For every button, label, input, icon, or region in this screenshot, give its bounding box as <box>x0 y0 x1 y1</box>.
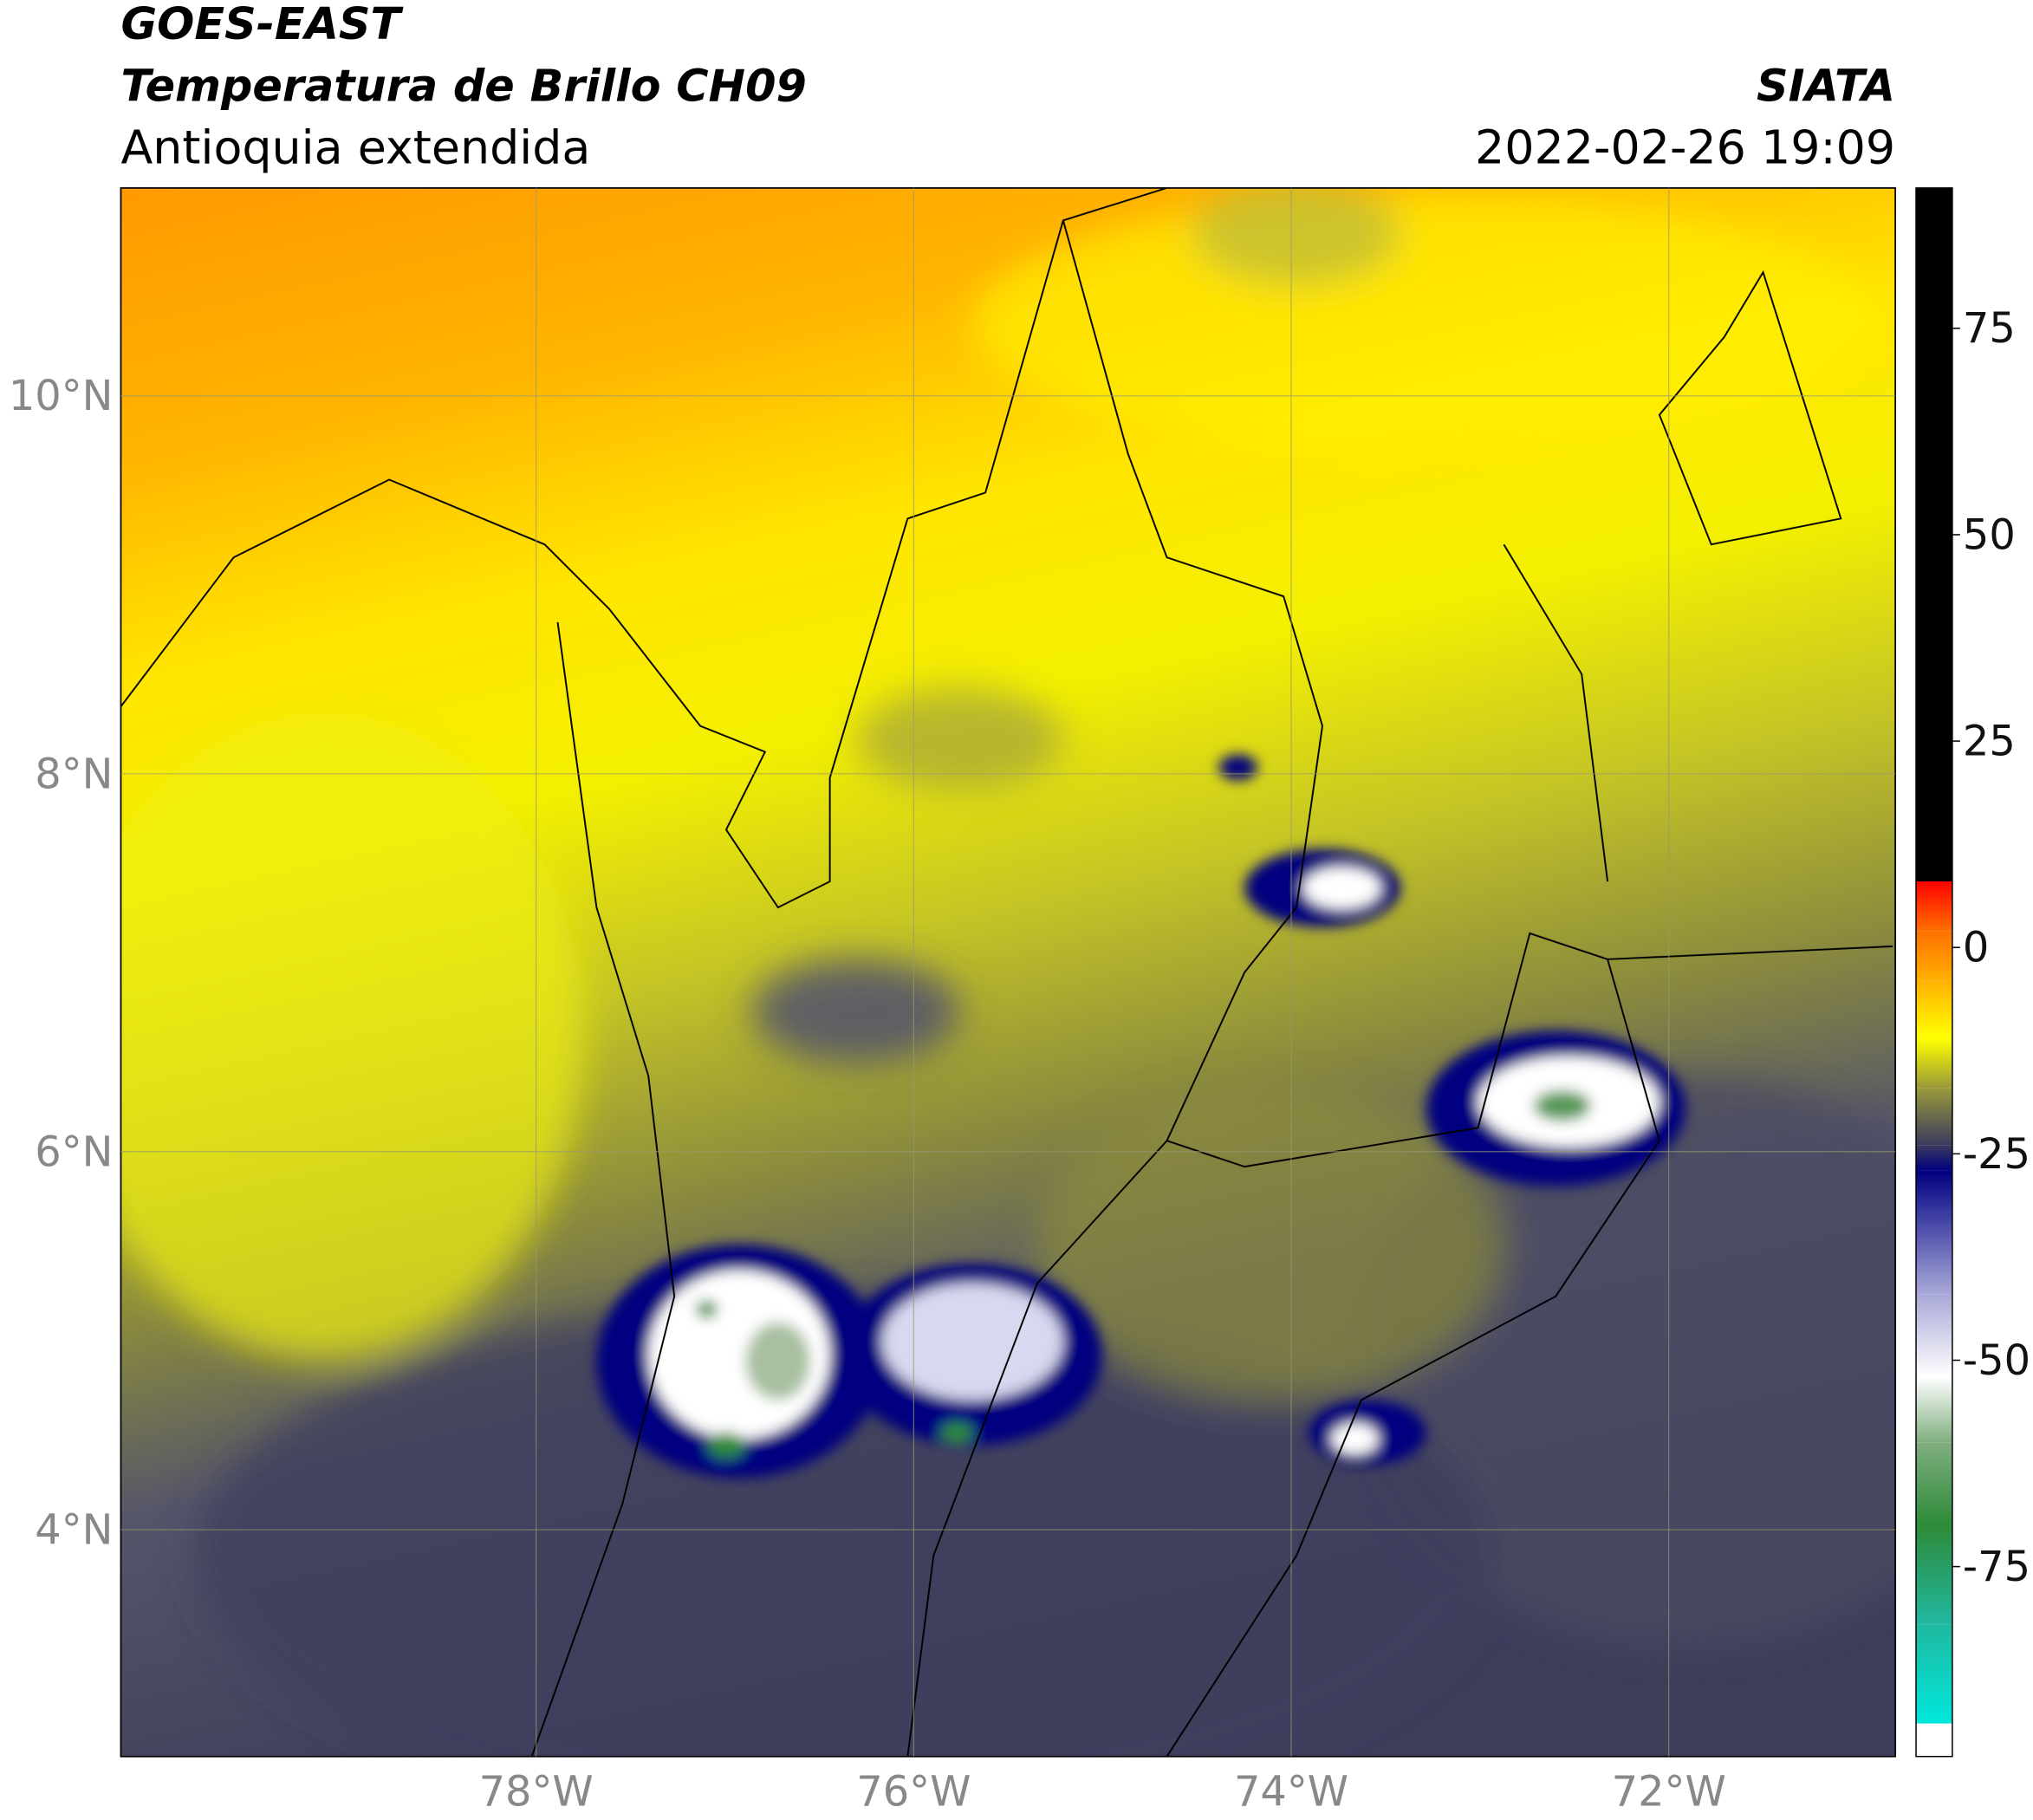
colorbar-segment <box>1916 881 1952 932</box>
x-tick-label: 76°W <box>856 1769 971 1817</box>
colorbar-segment <box>1916 1624 1952 1724</box>
colorbar-segment <box>1916 1145 1952 1171</box>
colorbar-segment <box>1916 1294 1952 1377</box>
colorbar-segment <box>1916 1037 1952 1089</box>
colorbar-tick-label: 25 <box>1963 718 2016 766</box>
colorbar-frame <box>1915 187 1953 1758</box>
colorbar-segment <box>1916 980 1952 1038</box>
region: Antioquia extendida <box>120 120 590 174</box>
colorbar-segment <box>1916 1170 1952 1212</box>
colorbar-segment <box>1916 1088 1952 1146</box>
colorbar-segment <box>1916 1212 1952 1295</box>
colorbar-tick-label: 50 <box>1963 511 2016 559</box>
map-frame <box>120 186 1896 1758</box>
x-tick-label: 74°W <box>1234 1769 1348 1817</box>
x-tick-label: 78°W <box>479 1769 594 1817</box>
colorbar-segment <box>1916 187 1952 882</box>
colorbar-segment <box>1916 1723 1952 1757</box>
colorbar-segment <box>1916 1524 1952 1625</box>
colorbar-segment <box>1916 1376 1952 1443</box>
y-tick-label: 6°N <box>35 1128 113 1176</box>
colorbar-tick-label: -50 <box>1963 1337 2030 1385</box>
title: GOES-EAST <box>120 0 404 49</box>
x-tick-label: 72°W <box>1612 1769 1726 1817</box>
colorbar-tick-label: 75 <box>1963 305 2016 353</box>
colorbar-tick-label: -25 <box>1963 1131 2030 1179</box>
y-tick-label: 8°N <box>35 751 113 798</box>
colorbar-segment <box>1916 1442 1952 1525</box>
colorbar-tick-label: -75 <box>1963 1544 2030 1591</box>
colorbar-segment <box>1916 931 1952 981</box>
subtitle: Temperatura de Brillo CH09 <box>120 61 806 112</box>
y-tick-label: 10°N <box>9 373 114 420</box>
y-tick-label: 4°N <box>35 1507 113 1555</box>
map-imagery <box>120 187 1896 1757</box>
datetime: 2022-02-26 19:09 <box>1475 120 1895 174</box>
colorbar-tick-label: 0 <box>1963 925 1989 972</box>
source: SIATA <box>1757 61 1895 112</box>
